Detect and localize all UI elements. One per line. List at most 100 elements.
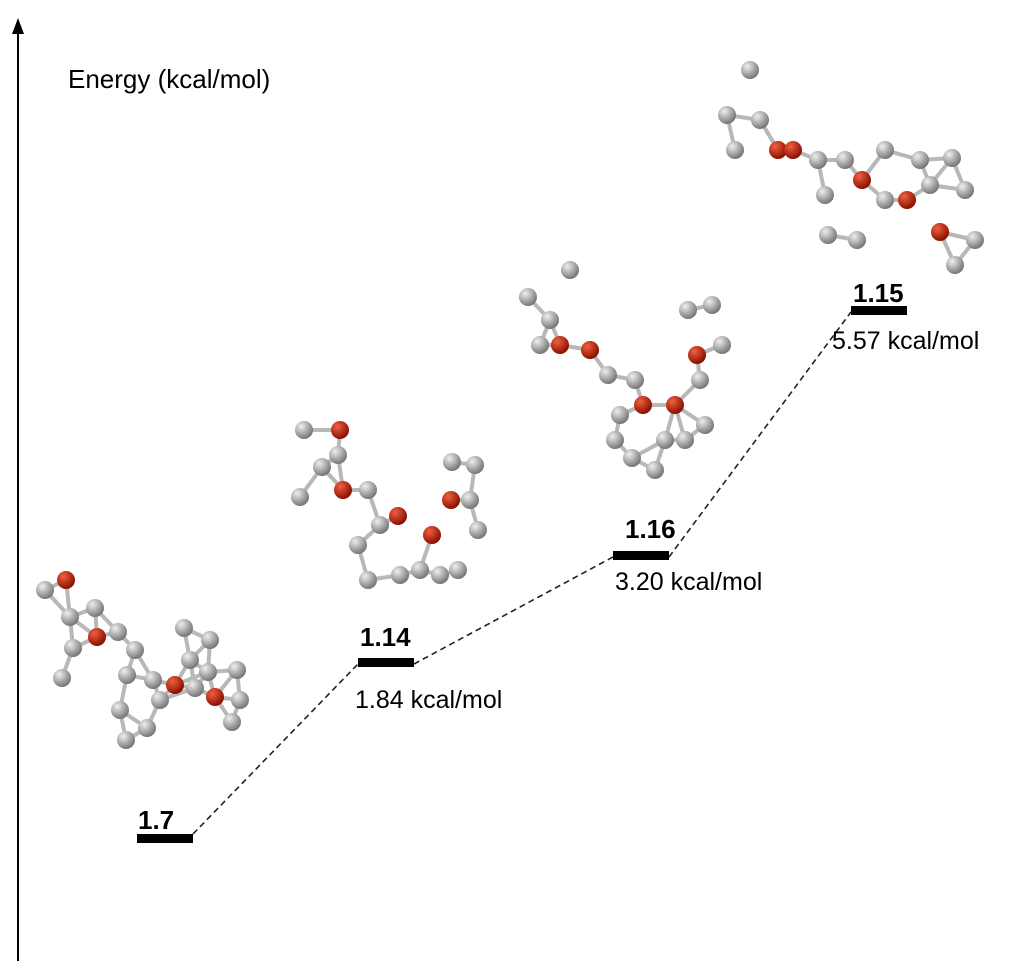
oxygen-atom	[389, 507, 407, 525]
oxygen-atom	[688, 346, 706, 364]
carbon-atom	[61, 608, 79, 626]
carbon-atom	[816, 186, 834, 204]
energy-diagram: Energy (kcal/mol) 1.7 1.14 1.16 1.15 1.8…	[0, 0, 1018, 961]
carbon-atom	[461, 491, 479, 509]
carbon-atom	[118, 666, 136, 684]
oxygen-atom	[551, 336, 569, 354]
carbon-atom	[741, 61, 759, 79]
carbon-atom	[109, 623, 127, 641]
carbon-atom	[848, 231, 866, 249]
carbon-atom	[809, 151, 827, 169]
carbon-atom	[313, 458, 331, 476]
carbon-atom	[599, 366, 617, 384]
carbon-atom	[946, 256, 964, 274]
carbon-atom	[541, 311, 559, 329]
oxygen-atom	[334, 481, 352, 499]
carbon-atom	[443, 453, 461, 471]
carbon-atom	[391, 566, 409, 584]
oxygen-atom	[88, 628, 106, 646]
levels: 1.7 1.14 1.16 1.15 1.84 kcal/mol 3.20 kc…	[137, 278, 979, 843]
carbon-atom	[718, 106, 736, 124]
level-label: 1.14	[360, 622, 411, 652]
carbon-atom	[469, 521, 487, 539]
carbon-atom	[231, 691, 249, 709]
carbon-atom	[199, 663, 217, 681]
level-label: 1.15	[853, 278, 904, 308]
carbon-atom	[656, 431, 674, 449]
level-label: 1.16	[625, 514, 676, 544]
carbon-atom	[186, 679, 204, 697]
level-energy: 3.20 kcal/mol	[615, 568, 762, 596]
carbon-atom	[626, 371, 644, 389]
level-bar	[137, 834, 193, 843]
carbon-atom	[943, 149, 961, 167]
carbon-atom	[126, 641, 144, 659]
carbon-atom	[359, 481, 377, 499]
carbon-atom	[466, 456, 484, 474]
carbon-atom	[371, 516, 389, 534]
oxygen-atom	[853, 171, 871, 189]
carbon-atom	[111, 701, 129, 719]
carbon-atom	[36, 581, 54, 599]
molecules	[36, 61, 984, 749]
carbon-atom	[531, 336, 549, 354]
carbon-atom	[449, 561, 467, 579]
carbon-atom	[751, 111, 769, 129]
carbon-atom	[359, 571, 377, 589]
oxygen-atom	[898, 191, 916, 209]
carbon-atom	[836, 151, 854, 169]
carbon-atom	[349, 536, 367, 554]
carbon-atom	[703, 296, 721, 314]
carbon-atom	[519, 288, 537, 306]
carbon-atom	[201, 631, 219, 649]
axis-label: Energy (kcal/mol)	[68, 64, 270, 94]
carbon-atom	[431, 566, 449, 584]
carbon-atom	[911, 151, 929, 169]
oxygen-atom	[423, 526, 441, 544]
carbon-atom	[696, 416, 714, 434]
carbon-atom	[956, 181, 974, 199]
oxygen-atom	[206, 688, 224, 706]
carbon-atom	[691, 371, 709, 389]
carbon-atom	[876, 141, 894, 159]
oxygen-atom	[442, 491, 460, 509]
oxygen-atom	[634, 396, 652, 414]
carbon-atom	[64, 639, 82, 657]
carbon-atom	[676, 431, 694, 449]
level-bar	[613, 551, 669, 560]
carbon-atom	[117, 731, 135, 749]
carbon-atom	[295, 421, 313, 439]
carbon-atom	[223, 713, 241, 731]
carbon-atom	[86, 599, 104, 617]
oxygen-atom	[331, 421, 349, 439]
level-energy: 1.84 kcal/mol	[355, 686, 502, 714]
oxygen-atom	[166, 676, 184, 694]
carbon-atom	[623, 449, 641, 467]
oxygen-atom	[931, 223, 949, 241]
level-label: 1.7	[138, 805, 174, 835]
carbon-atom	[921, 176, 939, 194]
carbon-atom	[228, 661, 246, 679]
carbon-atom	[151, 691, 169, 709]
carbon-atom	[611, 406, 629, 424]
carbon-atom	[175, 619, 193, 637]
level-energy: 5.57 kcal/mol	[832, 327, 979, 355]
level-bar	[358, 658, 414, 667]
axis-arrow	[12, 18, 24, 34]
carbon-atom	[329, 446, 347, 464]
carbon-atom	[53, 669, 71, 687]
carbon-atom	[181, 651, 199, 669]
oxygen-atom	[581, 341, 599, 359]
carbon-atom	[138, 719, 156, 737]
carbon-atom	[876, 191, 894, 209]
carbon-atom	[819, 226, 837, 244]
oxygen-atom	[784, 141, 802, 159]
carbon-atom	[713, 336, 731, 354]
carbon-atom	[966, 231, 984, 249]
oxygen-atom	[666, 396, 684, 414]
oxygen-atom	[57, 571, 75, 589]
carbon-atom	[646, 461, 664, 479]
carbon-atom	[726, 141, 744, 159]
carbon-atom	[561, 261, 579, 279]
carbon-atom	[291, 488, 309, 506]
